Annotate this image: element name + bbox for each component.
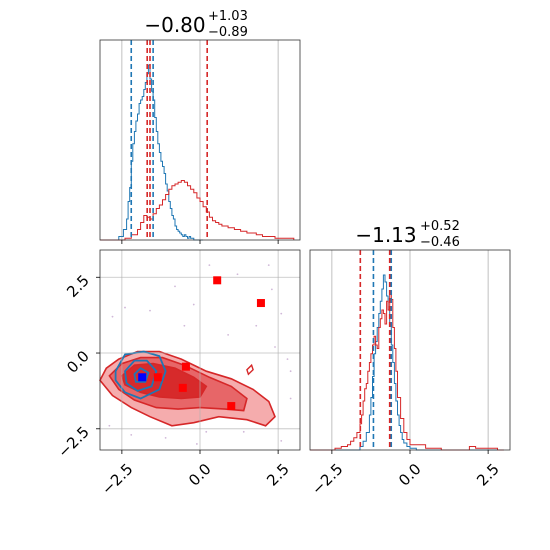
- contour-scatter-point-11: [289, 370, 292, 373]
- p1-hist-series-1: [100, 180, 295, 241]
- red-square-marker-3: [153, 373, 162, 382]
- red-square-marker-2: [181, 362, 190, 371]
- contour-scatter-point-5: [208, 264, 211, 267]
- contour-scatter-point-0: [111, 315, 114, 318]
- red-square-marker-4: [178, 383, 187, 392]
- red-square-marker-5: [227, 402, 236, 411]
- contour-scatter-point-7: [270, 288, 273, 291]
- p2-hist-series-1: [310, 292, 504, 451]
- histogram-panel-param1: −0.80 +1.03 −0.89: [99, 9, 301, 244]
- red-square-marker-0: [213, 276, 222, 285]
- contour-scatter-point-19: [280, 440, 283, 442]
- contour-scatter-point-22: [267, 264, 270, 267]
- title-main-param1: −0.80: [144, 13, 205, 37]
- title-main-param2: −1.13: [355, 223, 416, 247]
- contour-scatter-point-8: [280, 312, 283, 315]
- contour-scatter-point-10: [274, 346, 276, 348]
- contour-scatter-point-9: [255, 324, 258, 327]
- contour-scatter-point-4: [192, 303, 195, 306]
- histogram-title-param2: −1.13: [355, 223, 416, 247]
- contour-scatter-point-6: [236, 273, 239, 276]
- contour-scatter-point-17: [205, 430, 208, 433]
- contour-scatter-point-15: [130, 433, 133, 436]
- contour-scatter-point-2: [149, 309, 151, 312]
- p3-ytick-label-2: 2.5: [63, 271, 93, 301]
- p3-xtick-label-1: 0.0: [185, 460, 215, 490]
- title-sub-param1: −0.89: [208, 25, 248, 40]
- p3-xtick-label-0: −2.5: [98, 460, 136, 498]
- contour-scatter-point-20: [289, 397, 292, 400]
- p2-xtick-label-2: 2.5: [473, 460, 503, 490]
- red-contour-island: [246, 363, 254, 376]
- contour-panel: −2.5 0.0 2.5 −2.5 0.0 2.5: [54, 249, 301, 499]
- contour-scatter-point-16: [164, 436, 167, 439]
- blue-contour-level-2: [133, 367, 150, 383]
- p2-xtick-label-0: −2.5: [308, 460, 346, 498]
- p2-xtick-label-1: 0.0: [395, 460, 425, 490]
- contour-scatter-point-14: [108, 424, 111, 427]
- p1-hist-series-0: [106, 64, 204, 241]
- p2-hist-series-0: [316, 274, 504, 451]
- title-sup-param1: +1.03: [208, 9, 248, 24]
- blue-square-marker-0: [138, 373, 147, 382]
- contour-scatter-point-3: [174, 285, 176, 288]
- histogram-panel-param2: −2.5 0.0 2.5 −1.13 +0.52 −0.46: [308, 219, 511, 499]
- p3-ytick-label-1: 0.0: [63, 347, 93, 377]
- title-sup-param2: +0.52: [420, 219, 460, 234]
- contour-scatter-point-21: [195, 443, 198, 445]
- contour-scatter-point-13: [183, 324, 186, 327]
- p3-xtick-label-2: 2.5: [263, 460, 293, 490]
- histogram-title-param1: −0.80: [144, 13, 205, 37]
- title-sub-param2: −0.46: [420, 235, 460, 250]
- contour-scatter-point-18: [242, 430, 245, 433]
- red-square-marker-1: [256, 299, 265, 308]
- contour-scatter-point-23: [286, 358, 289, 360]
- contour-scatter-point-12: [227, 333, 230, 336]
- p3-ytick-label-0: −2.5: [54, 423, 92, 461]
- contour-scatter-point-1: [124, 306, 126, 309]
